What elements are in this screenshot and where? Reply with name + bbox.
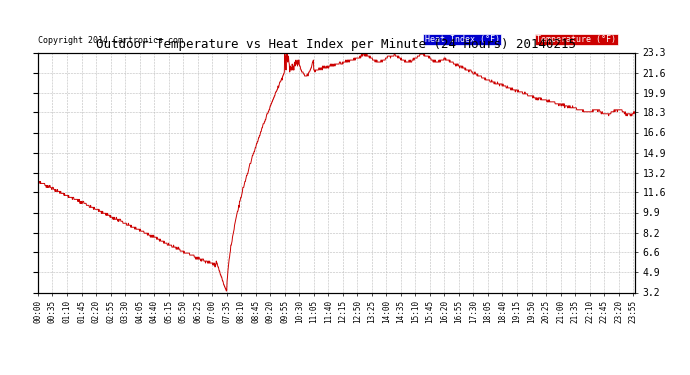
Text: Temperature (°F): Temperature (°F) [536,35,616,44]
Text: Copyright 2014 Cartronics.com: Copyright 2014 Cartronics.com [38,36,183,45]
Text: Heat Index (°F): Heat Index (°F) [425,35,500,44]
Title: Outdoor Temperature vs Heat Index per Minute (24 Hours) 20140215: Outdoor Temperature vs Heat Index per Mi… [97,38,576,51]
